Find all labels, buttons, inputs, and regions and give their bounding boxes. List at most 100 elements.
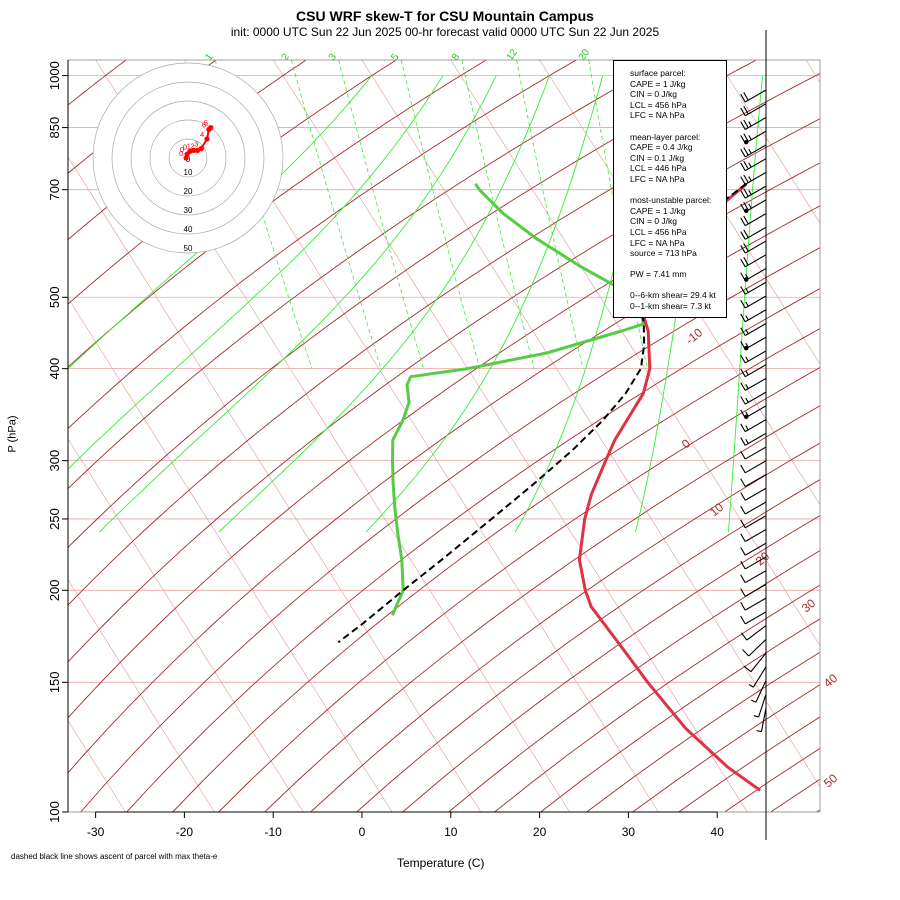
pw-block: PW = 7.41 mm <box>630 269 726 280</box>
wind-barb <box>740 611 767 625</box>
hodograph-ring <box>92 62 284 254</box>
x-axis-label: Temperature (C) <box>397 856 485 870</box>
wind-barb <box>740 116 767 130</box>
wind-barb <box>740 254 767 268</box>
most-unstable-lcl: LCL = 456 hPa <box>630 226 687 237</box>
wind-barb <box>740 391 767 405</box>
dry-adiabat <box>172 328 820 812</box>
x-tick-label: 20 <box>533 825 547 839</box>
mean-layer-cin: CIN = 0.1 J/kg <box>630 152 685 163</box>
moist-adiabat <box>99 75 497 533</box>
mixing-ratio-line <box>516 60 584 369</box>
hodograph-origin-label: 0 <box>186 155 191 164</box>
y-tick-label-150: 150 <box>47 671 62 693</box>
wind-barb <box>740 501 767 515</box>
wind-barb <box>740 377 767 391</box>
most-unstable-parcel-block: most-unstable parcel: CAPE = 1 J/kg CIN … <box>630 195 726 259</box>
hodograph-point-label: 1 <box>187 141 191 150</box>
isotherm <box>450 60 820 647</box>
wind-barb <box>753 694 767 718</box>
mean-layer-lfc: LFC = NA hPa <box>630 173 685 184</box>
hodograph-point-label: 5 <box>204 119 208 128</box>
shear-0-1km: 0--1-km shear= 7.3 kt <box>630 301 712 312</box>
hodograph-point-label: 0 <box>179 149 183 158</box>
wind-barb <box>740 226 767 240</box>
hodograph-point <box>198 145 204 152</box>
dry-adiabat <box>80 247 820 812</box>
hodograph-point-label: 6 <box>202 121 206 130</box>
isotherm-label: 30 <box>799 596 818 616</box>
wind-barb <box>740 185 767 199</box>
wind-barb <box>740 213 767 227</box>
y-tick-label-500: 500 <box>47 286 62 308</box>
most-unstable-cin: CIN = 0 J/kg <box>630 216 678 227</box>
wind-barb <box>740 446 767 460</box>
y-tick-label-100: 100 <box>47 801 62 823</box>
dewpoint-profile <box>390 182 646 616</box>
wind-barb <box>740 583 767 597</box>
mixing-ratio-line <box>461 60 535 369</box>
dry-adiabat <box>68 60 487 368</box>
mean-layer-parcel-block: mean-layer parcel: CAPE = 0.4 J/kg CIN =… <box>630 132 726 185</box>
wind-barb <box>742 638 767 657</box>
wind-barb <box>740 556 767 570</box>
wind-barb <box>740 625 767 641</box>
chart-title: CSU WRF skew-T for CSU Mountain Campus <box>296 8 594 24</box>
mean-layer-heading: mean-layer parcel: <box>630 131 701 142</box>
surface-parcel-heading: surface parcel: <box>630 68 686 78</box>
dry-adiabat <box>126 288 820 812</box>
wind-barb <box>740 460 767 474</box>
y-tick-label-250: 250 <box>47 508 62 530</box>
wind-barb <box>740 171 767 185</box>
y-tick-label-300: 300 <box>47 450 62 472</box>
isotherm <box>716 60 820 224</box>
most-unstable-cape: CAPE = 1 J/kg <box>630 205 686 216</box>
mixing-ratio-line <box>588 60 648 369</box>
mixing-ratio-label: 8 <box>450 52 462 63</box>
hodograph-ring-label: 30 <box>184 206 193 215</box>
wind-barb <box>748 666 767 688</box>
most-unstable-lfc: LFC = NA hPa <box>630 237 685 248</box>
wind-barb <box>740 158 767 172</box>
x-tick-label: 40 <box>711 825 725 839</box>
mixing-ratio-label: 12 <box>505 47 521 63</box>
dry-adiabat <box>218 366 820 812</box>
wind-barb <box>740 144 767 158</box>
mixing-ratio-label: 5 <box>389 52 401 63</box>
dry-adiabat <box>770 778 820 812</box>
hodograph-ring-label: 50 <box>184 244 193 253</box>
wind-barb <box>740 405 767 420</box>
wind-barb <box>740 322 767 336</box>
hodograph-ring <box>130 100 246 216</box>
moist-adiabat <box>365 75 604 533</box>
isotherm <box>68 156 482 812</box>
isotherm <box>68 579 215 812</box>
hodograph-ring <box>168 138 208 178</box>
wind-barb <box>740 89 767 103</box>
dry-adiabat <box>68 60 667 490</box>
hodograph-point <box>208 125 214 131</box>
wind-barb <box>740 528 767 542</box>
y-tick-label-400: 400 <box>47 358 62 380</box>
wind-barb <box>740 309 767 323</box>
hodograph-point-label: 3 <box>194 140 198 149</box>
wind-barb <box>740 570 767 584</box>
hodograph-ring <box>111 81 265 235</box>
wind-barb <box>740 597 767 611</box>
moist-adiabat <box>727 75 764 533</box>
wind-barb <box>740 364 767 378</box>
dry-adiabat <box>68 72 820 606</box>
precipitable-water: PW = 7.41 mm <box>630 269 687 280</box>
x-tick-label: -30 <box>87 825 105 839</box>
isotherm-label: 10 <box>707 500 726 520</box>
chart-subtitle: init: 0000 UTC Sun 22 Jun 2025 00-hr for… <box>230 25 660 39</box>
shear-0-6km: 0--6-km shear= 29.4 kt <box>630 290 716 301</box>
wind-barb <box>740 199 767 214</box>
dry-adiabat <box>68 205 820 774</box>
isotherm <box>361 60 820 788</box>
surface-cin: CIN = 0 J/kg <box>630 89 678 100</box>
wind-barb <box>740 474 767 488</box>
wind-barb <box>740 542 767 556</box>
wind-barb <box>740 281 767 295</box>
